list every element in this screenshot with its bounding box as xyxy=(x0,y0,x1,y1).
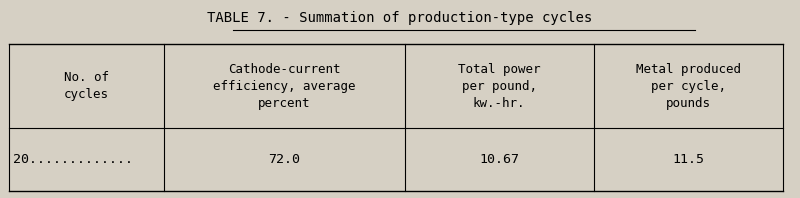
Text: TABLE 7. - Summation of production-type cycles: TABLE 7. - Summation of production-type … xyxy=(207,11,593,25)
Text: 10.67: 10.67 xyxy=(479,153,519,166)
Text: Cathode-current
efficiency, average
percent: Cathode-current efficiency, average perc… xyxy=(213,63,355,110)
Text: 11.5: 11.5 xyxy=(672,153,704,166)
Text: Total power
per pound,
kw.-hr.: Total power per pound, kw.-hr. xyxy=(458,63,540,110)
Text: Metal produced
per cycle,
pounds: Metal produced per cycle, pounds xyxy=(636,63,741,110)
Text: 20.............: 20............. xyxy=(14,153,134,166)
Text: 72.0: 72.0 xyxy=(268,153,300,166)
Text: No. of
cycles: No. of cycles xyxy=(64,71,109,101)
